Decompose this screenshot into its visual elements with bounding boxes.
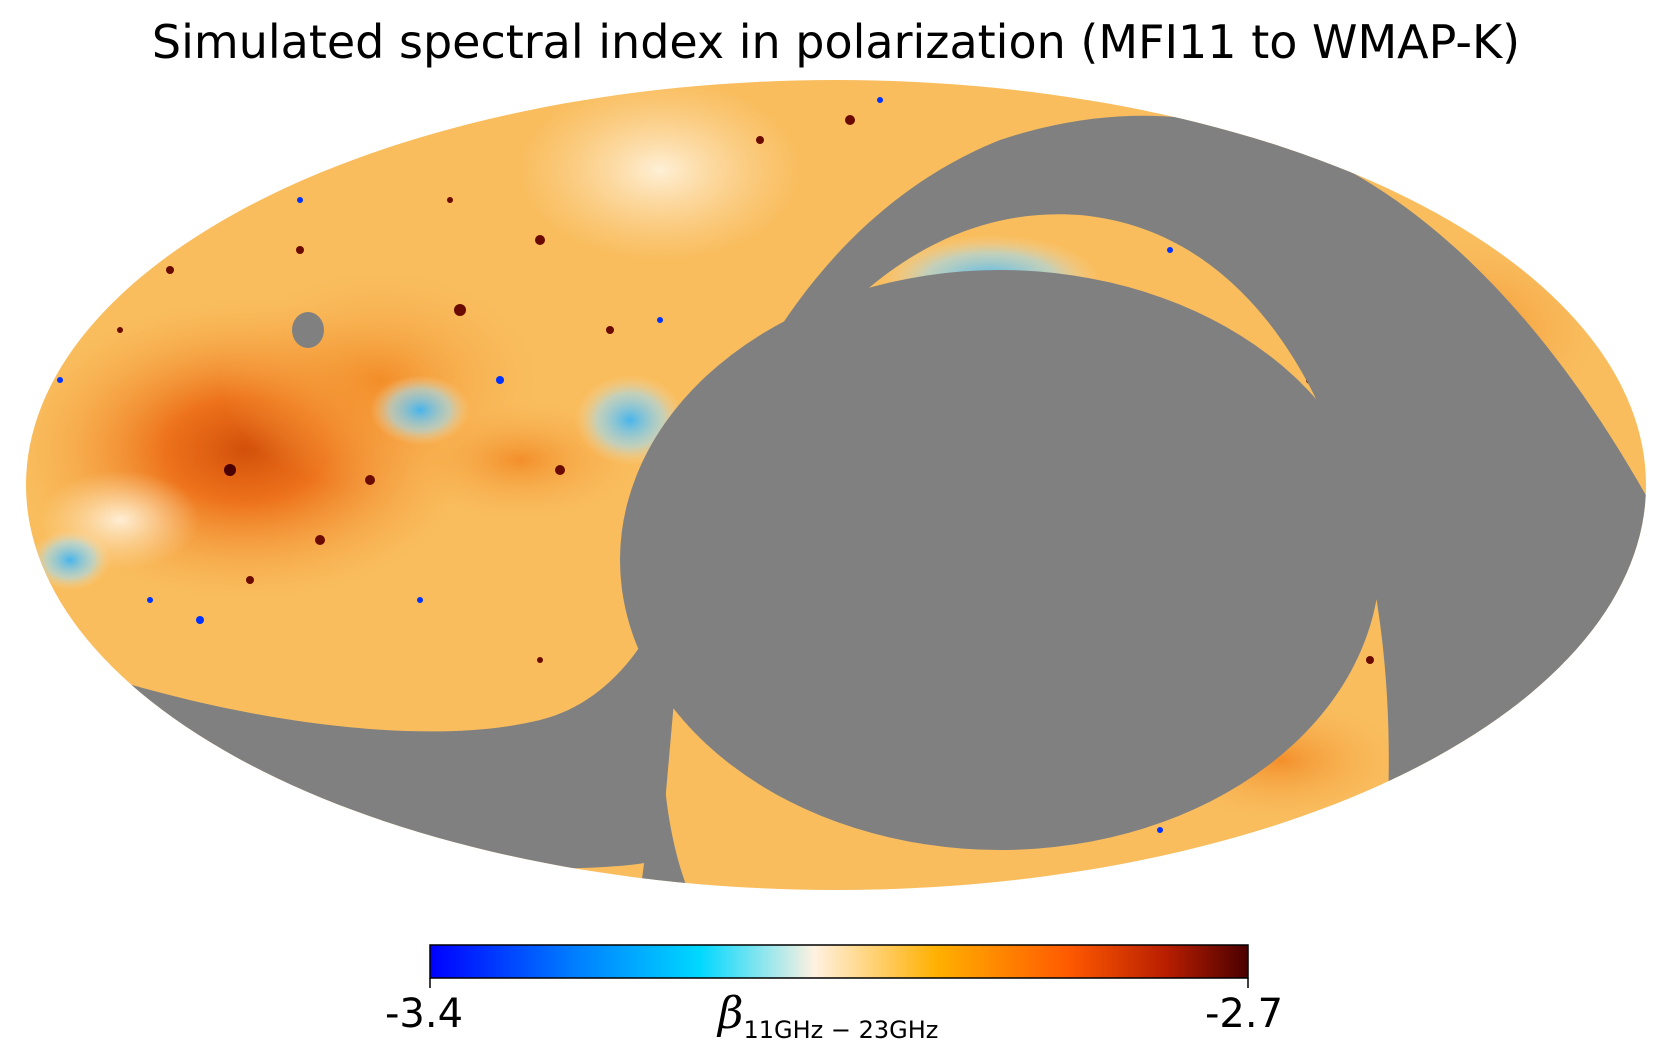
- colorbar-label: β11GHz − 23GHz: [718, 990, 938, 1054]
- colorbar-min-label: -3.4: [385, 991, 464, 1037]
- chart-title: Simulated spectral index in polarization…: [151, 15, 1521, 69]
- colorbar: [429, 944, 1249, 988]
- colorbar-max-label: -2.7: [1205, 991, 1284, 1037]
- sky-map: [26, 80, 1646, 890]
- colorbar-symbol: β: [718, 988, 744, 1039]
- colorbar-subscript: 11GHz − 23GHz: [743, 1016, 939, 1044]
